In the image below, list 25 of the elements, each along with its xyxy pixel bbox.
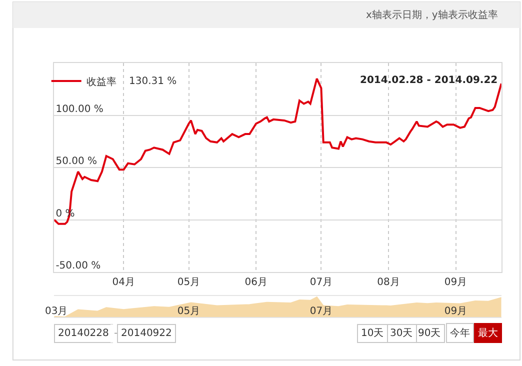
x-tick-label: 04月	[112, 277, 136, 288]
x-tick-label: 03月	[45, 306, 68, 317]
x-tick-label: 08月	[377, 277, 400, 288]
x-tick-label: 05月	[177, 277, 200, 288]
legend-label: 收益率	[86, 76, 116, 88]
text: -	[114, 328, 118, 339]
text: 20140922	[121, 328, 172, 339]
text: 20140228	[58, 328, 109, 339]
x-tick-label: 07月	[310, 277, 333, 288]
y-tick-label: 100.00 %	[56, 104, 104, 115]
text: 10天	[361, 328, 384, 339]
y-tick-label: -50.00 %	[56, 260, 101, 272]
x-tick-label: 07月	[310, 306, 333, 317]
annotation: 130.31 %	[129, 76, 177, 87]
text: 最大	[478, 327, 498, 339]
text: 今年	[450, 327, 470, 339]
text: 2014.02.28 - 2014.09.22	[360, 75, 498, 86]
text: 90天	[418, 328, 441, 339]
text: 30天	[390, 328, 413, 339]
x-tick-label: 06月	[244, 277, 268, 288]
x-tick-label: 09月	[444, 306, 468, 317]
y-tick-label: 50.00 %	[56, 156, 98, 167]
x-tick-label: 09月	[444, 277, 468, 288]
x-tick-label: 05月	[177, 306, 200, 317]
text: x轴表示日期，y轴表示收益率	[366, 9, 498, 21]
